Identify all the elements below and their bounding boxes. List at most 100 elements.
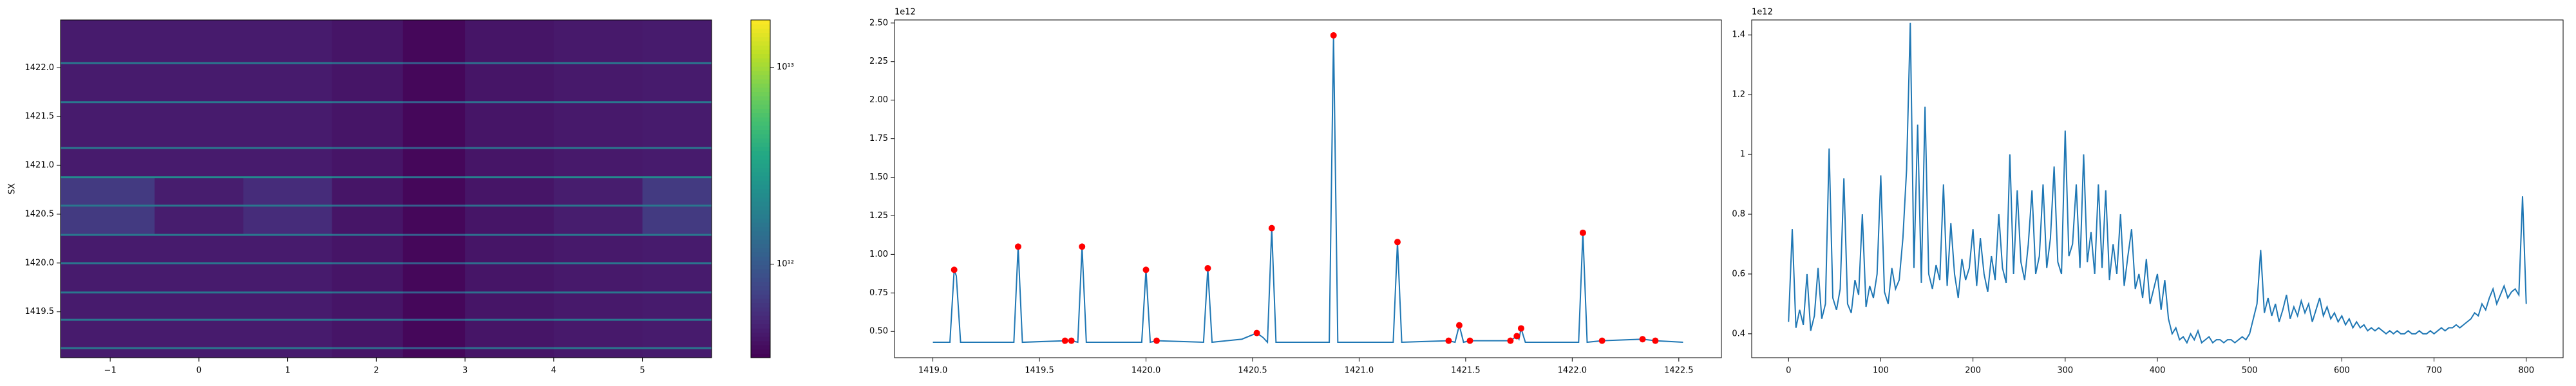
y-tick-label: 0.4 [1732,329,1745,338]
colorbar-step [751,87,770,93]
heatmap-cell [402,20,466,62]
y-tick-label: 0.8 [1732,209,1745,219]
colorbar-step [751,277,770,282]
colorbar-step [751,218,770,223]
heatmap-cell [332,178,404,205]
heatmap-cell [155,102,244,147]
heatmap-cell [402,178,466,205]
heatmap-cell [642,20,712,62]
peak-marker [1268,225,1275,232]
heatmap-cell [332,102,404,147]
x-tick-label: 1420.0 [1132,366,1161,376]
heatmap-cell [402,64,466,102]
heatmap-cell [402,234,466,236]
colorbar-step [751,146,770,151]
heatmap-cell [553,64,643,102]
heatmap-cell [243,235,332,262]
colorbar-step [751,188,770,194]
peak-marker [1014,243,1021,250]
heatmap-cell [243,206,332,234]
colorbar-step [751,319,770,324]
colorbar-step [751,239,770,244]
colorbar-step [751,261,770,266]
colorbar-step [751,104,770,109]
heatmap-cell [243,204,332,207]
colorbar-step [751,231,770,236]
colorbar-frame [750,19,771,358]
heatmap-cell [642,204,712,207]
colorbar-step [751,167,770,172]
peak-marker [1455,322,1463,329]
heatmap-cell [465,100,554,104]
heatmap-cell [642,149,712,177]
heatmap-cell [61,100,155,104]
x-tick-label: 1419.0 [918,366,948,376]
y-offset-label: 1e12 [895,8,916,17]
colorbar-step [751,45,770,50]
heatmap-cell [553,235,643,262]
colorbar-step [751,113,770,118]
x-tick-label: 500 [2242,366,2258,376]
x-tick-label: 1 [285,366,290,376]
peak-marker [1330,32,1337,39]
x-tick-label: 700 [2426,366,2442,376]
peak-marker [1445,337,1452,344]
y-tick-label: 1420.0 [25,258,55,268]
heatmap-cell [155,235,244,262]
colorbar-step [751,62,770,67]
heatmap-cell [402,235,466,262]
x-tick-label: 1422.5 [1664,366,1694,376]
colorbar-step [751,37,770,42]
heatmap-cell [553,264,643,292]
heatmap-cell [61,62,155,64]
heatmap-cell [553,100,643,104]
heatmap-cell [642,147,712,149]
heatmap-cell [155,64,244,102]
colorbar-step [751,163,770,169]
heatmap-cell [465,293,554,319]
heatmap-cell [402,347,466,349]
heatmap-cell [642,234,712,236]
y-tick-label: 0.50 [869,327,888,336]
heatmap-cell [332,147,404,149]
y-tick-label: 1421.5 [25,112,55,122]
heatmap-cell [155,149,244,177]
y-tick-label: 2.25 [869,57,888,66]
heatmap-cell [553,149,643,177]
colorbar-step [751,78,770,84]
heatmap-cell [155,293,244,319]
heatmap-cell [402,147,466,149]
colorbar-step [751,223,770,228]
heatmap-cell [61,204,155,207]
heatmap-cell [402,262,466,264]
peak-marker [1253,329,1260,336]
heatmap-cell [465,147,554,149]
heatmap-cell [642,318,712,321]
y-tick-label: 0.75 [869,288,888,298]
colorbar-step [751,252,770,257]
heatmap-cell [243,320,332,347]
heatmap-cell [243,178,332,205]
axes-frame [1751,19,2564,358]
heatmap-cell [402,204,466,207]
heatmap-cell [243,349,332,358]
heatmap-cell [61,235,155,262]
colorbar-step [751,226,770,232]
x-tick-label: 600 [2334,366,2350,376]
heatmap-cell [332,100,404,104]
heatmap-cell [553,176,643,179]
y-tick-label: 2.50 [869,18,888,28]
y-tick-label: 2.00 [869,95,888,105]
y-tick-label: 1422.0 [25,63,55,73]
heatmap-cell [465,176,554,179]
peak-marker [1142,266,1150,273]
heatmap-cell [155,176,244,179]
heatmap-cell [155,349,244,358]
x-tick-label: 400 [2150,366,2166,376]
y-tick-label: 1.4 [1732,30,1745,40]
heatmap-cell [465,320,554,347]
colorbar-step [751,121,770,126]
heatmap-cell [402,62,466,64]
heatmap-cell [402,293,466,319]
